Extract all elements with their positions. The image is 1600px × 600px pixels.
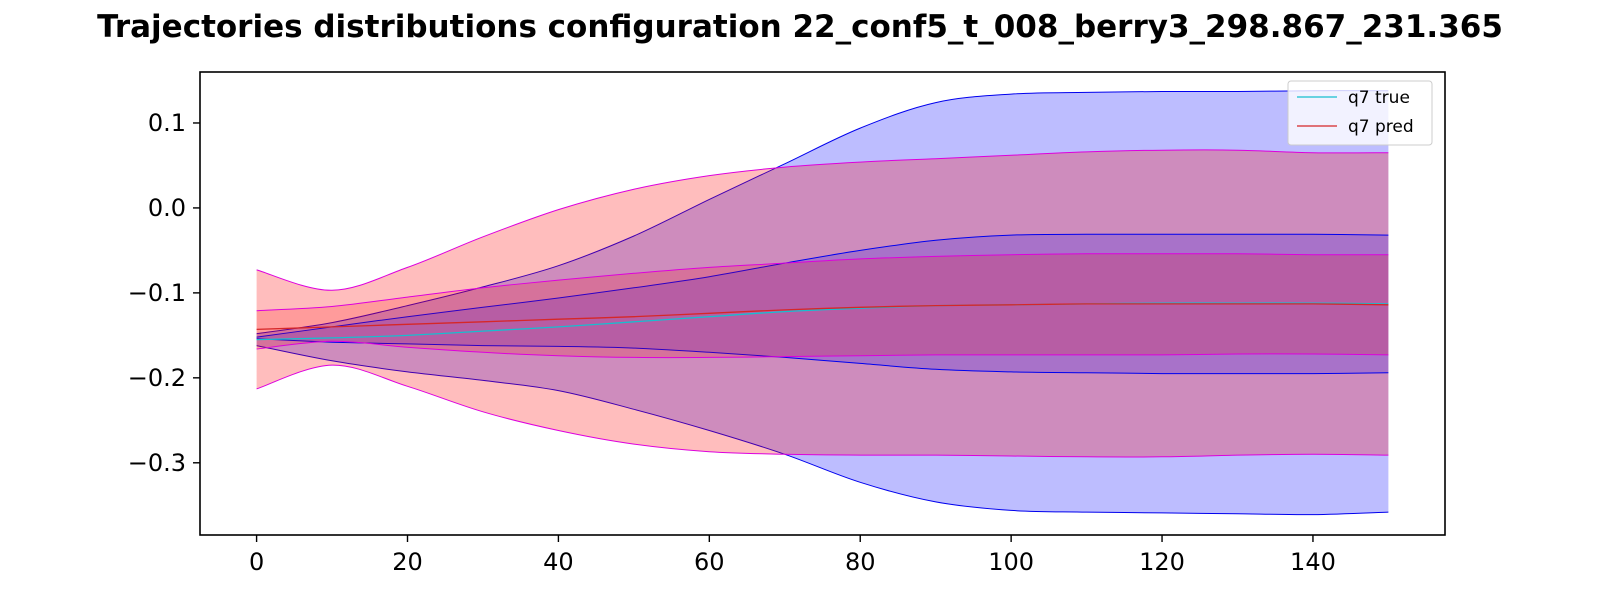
- x-tick-label: 140: [1290, 548, 1336, 576]
- band-upper-edge-true-outer: [256, 90, 1389, 335]
- y-axis: 0.1 0.0 −0.1 −0.2 −0.3: [128, 109, 200, 477]
- y-tick-label: 0.0: [148, 194, 186, 222]
- legend-label-true: q7 true: [1348, 88, 1410, 108]
- band-lower-edge-true-inner: [256, 338, 1389, 375]
- band-lower-edge-pred-inner: [256, 340, 1389, 359]
- band-lower-edge-pred-outer: [256, 364, 1389, 458]
- band-pred-inner: [256, 253, 1389, 358]
- y-tick-label: −0.3: [128, 449, 186, 477]
- chart-title: Trajectories distributions configuration…: [97, 9, 1503, 45]
- band-true-inner: [256, 234, 1389, 374]
- x-axis: 0 20 40 60 80 100 120 140: [249, 535, 1336, 576]
- series-line-q7-pred: [256, 303, 1389, 331]
- x-tick-label: 120: [1139, 548, 1185, 576]
- band-true-outer: [256, 90, 1389, 515]
- legend-label-pred: q7 pred: [1348, 117, 1414, 137]
- y-tick-label: 0.1: [148, 109, 186, 137]
- plot-frame: [199, 71, 1446, 536]
- bands-layer: [256, 90, 1389, 516]
- x-tick-label: 40: [543, 548, 574, 576]
- y-tick-label: −0.2: [128, 364, 186, 392]
- y-tick-label: −0.1: [128, 279, 186, 307]
- series-layer: [256, 302, 1389, 341]
- band-lower-edge-true-outer: [256, 345, 1389, 516]
- x-tick-label: 0: [249, 548, 264, 576]
- x-tick-label: 100: [988, 548, 1034, 576]
- band-pred-outer: [256, 149, 1389, 457]
- band-upper-edge-true-inner: [256, 233, 1389, 338]
- series-line-q7-true: [256, 302, 1389, 341]
- x-tick-label: 80: [845, 548, 876, 576]
- x-tick-label: 60: [694, 548, 725, 576]
- x-tick-label: 20: [392, 548, 423, 576]
- band-upper-edge-pred-inner: [256, 253, 1389, 312]
- band-upper-edge-pred-outer: [256, 149, 1389, 291]
- legend: q7 true q7 pred: [1287, 80, 1433, 146]
